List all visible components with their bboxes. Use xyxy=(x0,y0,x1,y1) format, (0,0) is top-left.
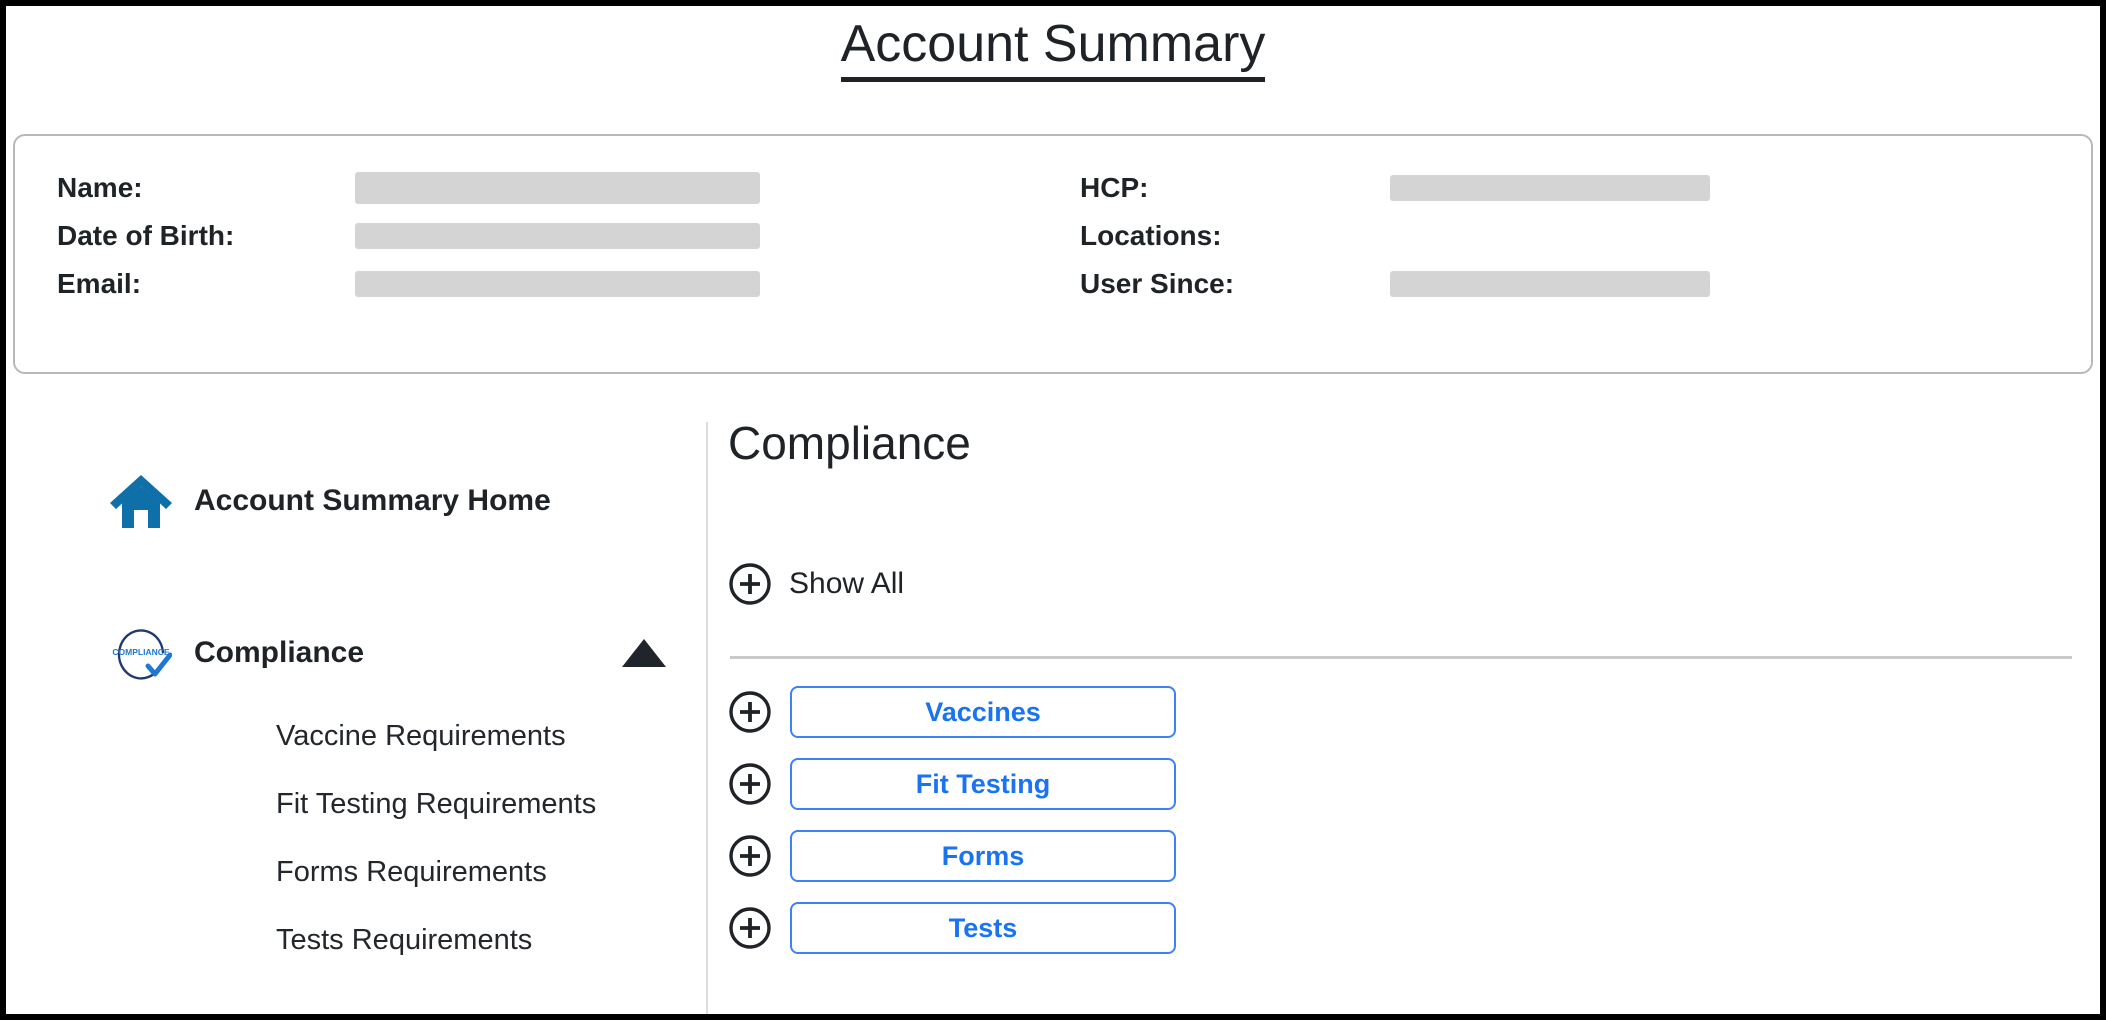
sidebar-item-label-home: Account Summary Home xyxy=(194,484,551,517)
sidebar-subitem-forms-requirements[interactable]: Forms Requirements xyxy=(276,856,547,888)
label-name: Name: xyxy=(57,172,143,203)
sidebar-subitem-fit-testing-requirements[interactable]: Fit Testing Requirements xyxy=(276,788,597,820)
account-info-left-column: Name: Date of Birth: Email: xyxy=(57,164,760,308)
info-row-user-since: User Since: xyxy=(1080,260,1710,308)
redacted-value-name xyxy=(355,172,760,204)
show-all-row[interactable]: Show All xyxy=(728,562,904,606)
label-hcp: HCP: xyxy=(1080,172,1149,203)
compliance-badge-icon: COMPLIANCE xyxy=(106,622,176,684)
redacted-value-hcp xyxy=(1390,175,1710,201)
horizontal-divider xyxy=(730,656,2072,659)
plus-circle-icon[interactable] xyxy=(728,834,772,878)
main-heading: Compliance xyxy=(728,417,971,469)
category-row-vaccines: Vaccines xyxy=(728,686,2078,738)
account-info-right-column: HCP: Locations: User Since: xyxy=(1080,164,1710,308)
category-button-list: Vaccines Fit Testing xyxy=(728,686,2078,974)
home-icon xyxy=(106,472,176,530)
show-all-label: Show All xyxy=(789,567,905,600)
plus-circle-icon[interactable] xyxy=(728,906,772,950)
main-panel: Compliance Show All xyxy=(706,394,2100,1014)
label-date-of-birth: Date of Birth: xyxy=(57,220,235,251)
sidebar-subitem-tests-requirements[interactable]: Tests Requirements xyxy=(276,924,533,956)
page-title: Account Summary xyxy=(6,14,2100,82)
info-row-email: Email: xyxy=(57,260,760,308)
category-row-tests: Tests xyxy=(728,902,2078,954)
label-email: Email: xyxy=(57,268,142,299)
sidebar-subitem-vaccine-requirements[interactable]: Vaccine Requirements xyxy=(276,720,566,752)
sidebar-item-label-compliance: Compliance xyxy=(194,636,365,669)
info-row-date-of-birth: Date of Birth: xyxy=(57,212,760,260)
page-title-text: Account Summary xyxy=(840,15,1266,82)
category-row-forms: Forms xyxy=(728,830,2078,882)
category-row-fit-testing: Fit Testing xyxy=(728,758,2078,810)
sidebar-item-compliance[interactable]: COMPLIANCE Compliance xyxy=(106,622,666,684)
info-row-hcp: HCP: xyxy=(1080,164,1710,212)
info-row-name: Name: xyxy=(57,164,760,212)
label-locations: Locations: xyxy=(1080,220,1222,251)
category-button-tests[interactable]: Tests xyxy=(790,902,1176,954)
content-area: Account Summary Home COMPLIANCE Complian… xyxy=(6,394,2100,1014)
sidebar-item-account-summary-home[interactable]: Account Summary Home xyxy=(106,472,666,530)
plus-circle-icon[interactable] xyxy=(728,690,772,734)
account-info-card: Name: Date of Birth: Email: HCP: Locatio… xyxy=(13,134,2093,374)
plus-circle-icon[interactable] xyxy=(728,562,772,606)
redacted-value-date-of-birth xyxy=(355,223,760,249)
sidebar: Account Summary Home COMPLIANCE Complian… xyxy=(6,394,703,1014)
category-button-forms[interactable]: Forms xyxy=(790,830,1176,882)
label-user-since: User Since: xyxy=(1080,268,1235,299)
info-row-locations: Locations: xyxy=(1080,212,1710,260)
redacted-value-email xyxy=(355,271,760,297)
triangle-up-icon[interactable] xyxy=(622,639,666,667)
category-button-fit-testing[interactable]: Fit Testing xyxy=(790,758,1176,810)
sidebar-subnav: Vaccine Requirements Fit Testing Require… xyxy=(276,702,596,974)
svg-text:COMPLIANCE: COMPLIANCE xyxy=(112,647,169,657)
vertical-divider xyxy=(706,422,708,1014)
category-button-vaccines[interactable]: Vaccines xyxy=(790,686,1176,738)
plus-circle-icon[interactable] xyxy=(728,762,772,806)
redacted-value-user-since xyxy=(1390,271,1710,297)
